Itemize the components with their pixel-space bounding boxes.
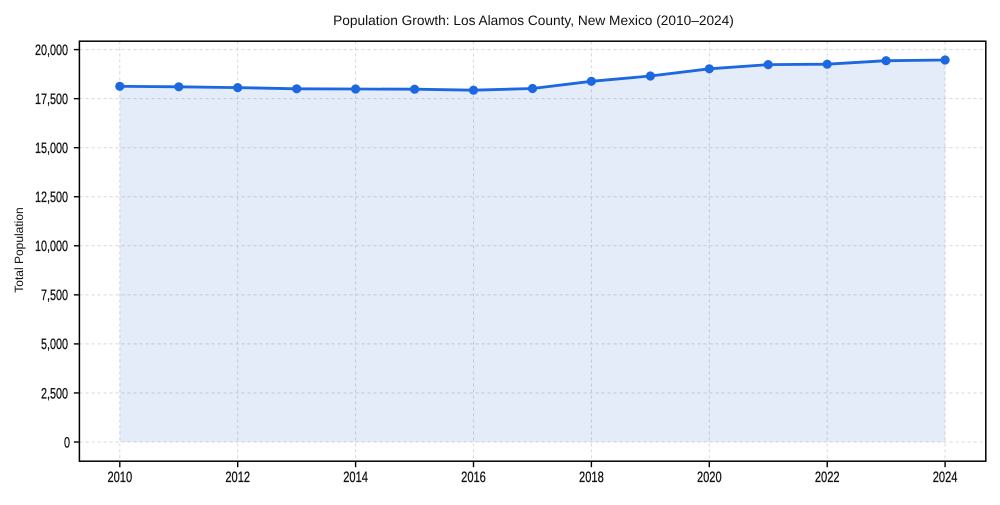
svg-text:Total Population: Total Population: [12, 207, 26, 292]
svg-text:2024: 2024: [933, 469, 958, 486]
svg-text:12,500: 12,500: [35, 189, 68, 206]
svg-text:0: 0: [64, 434, 70, 451]
svg-text:2012: 2012: [225, 469, 250, 486]
svg-text:2016: 2016: [461, 469, 486, 486]
svg-text:20,000: 20,000: [35, 42, 68, 59]
svg-text:2,500: 2,500: [41, 385, 68, 402]
svg-text:17,500: 17,500: [35, 91, 68, 108]
svg-text:10,000: 10,000: [35, 238, 68, 255]
svg-text:2014: 2014: [343, 469, 368, 486]
svg-text:2020: 2020: [697, 469, 722, 486]
svg-text:5,000: 5,000: [41, 336, 68, 353]
svg-text:Population Growth: Los Alamos: Population Growth: Los Alamos County, Ne…: [333, 13, 734, 28]
svg-text:2010: 2010: [107, 469, 132, 486]
svg-text:7,500: 7,500: [41, 287, 68, 304]
svg-text:2018: 2018: [579, 469, 604, 486]
svg-text:15,000: 15,000: [35, 140, 68, 157]
svg-text:2022: 2022: [815, 469, 840, 486]
